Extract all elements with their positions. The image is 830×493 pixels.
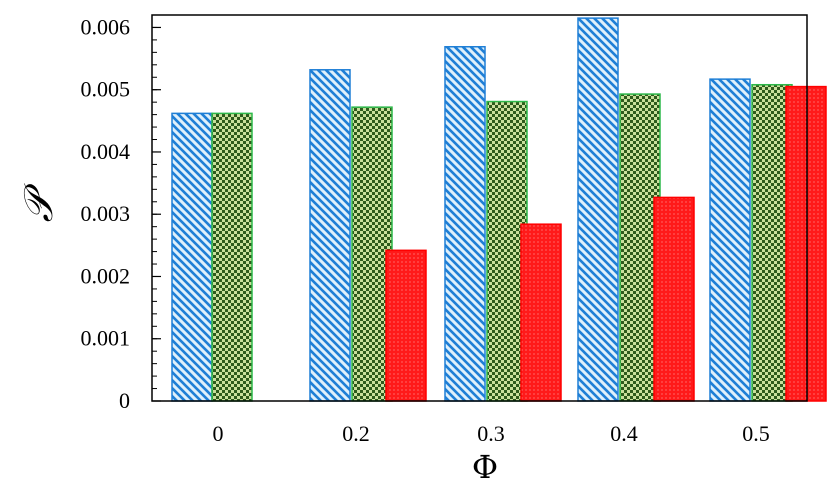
bar-series-2-0 <box>211 112 253 402</box>
bar-series-1-0.3 <box>444 46 486 402</box>
bar-series-1-0.5 <box>709 78 751 402</box>
x-tick-label: 0.5 <box>742 421 770 446</box>
bar-series-3-0.4 <box>653 196 695 402</box>
y-tick-label: 0 <box>119 388 130 413</box>
plot-frame <box>151 14 808 402</box>
y-axis-title: 𝒫 <box>16 182 62 222</box>
bars-layer <box>171 17 827 402</box>
bar-series-3-0.2 <box>385 249 427 402</box>
y-tick-label: 0.006 <box>81 14 131 39</box>
y-tick-label: 0.001 <box>81 326 131 351</box>
y-axis: 0 0.001 0.002 0.003 0.004 0.005 0.006 <box>81 14 161 413</box>
bar-series-1-0.4 <box>577 17 619 402</box>
bar-series-3-0.3 <box>520 223 562 402</box>
bar-series-1-0 <box>171 112 213 402</box>
x-tick-label: 0 <box>213 421 224 446</box>
bar-series-1-0.2 <box>309 69 351 402</box>
bar-series-3-0.5 <box>785 85 827 402</box>
x-tick-label: 0.2 <box>342 421 370 446</box>
x-tick-label: 0.4 <box>610 421 638 446</box>
x-tick-label: 0.3 <box>477 421 505 446</box>
y-tick-label: 0.005 <box>81 77 131 102</box>
x-axis: 0 0.2 0.3 0.4 0.5 <box>213 421 770 446</box>
y-tick-label: 0.002 <box>81 263 131 288</box>
x-axis-title: Φ <box>472 448 498 486</box>
y-tick-label: 0.003 <box>81 201 131 226</box>
y-tick-label: 0.004 <box>81 139 131 164</box>
